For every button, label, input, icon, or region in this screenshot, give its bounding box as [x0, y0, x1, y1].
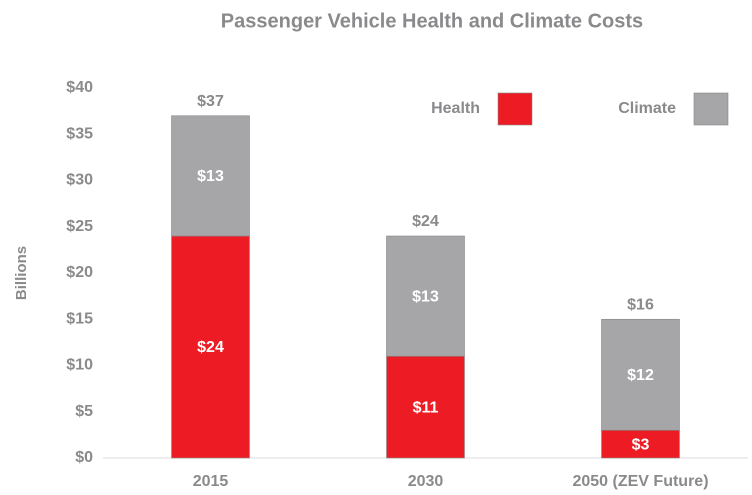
bar-segment: [601, 318, 680, 431]
y-tick-label: $30: [66, 172, 93, 189]
y-tick-label: $10: [66, 357, 93, 374]
data-label: $24: [197, 339, 224, 356]
legend-label: Climate: [618, 100, 676, 117]
y-axis-label: Billions: [13, 246, 30, 300]
total-label: $24: [412, 213, 439, 230]
bar-segment: [171, 115, 250, 237]
data-label: $12: [627, 367, 654, 384]
total-label: $16: [627, 296, 654, 313]
x-tick-label: 2050 (ZEV Future): [572, 473, 708, 490]
legend-label: Health: [431, 100, 480, 117]
y-tick-label: $25: [66, 218, 93, 235]
legend-swatch: [693, 92, 729, 126]
bar-segment: [386, 235, 465, 357]
data-label: $3: [632, 436, 650, 453]
y-tick-label: $5: [75, 403, 93, 420]
chart-title: Passenger Vehicle Health and Climate Cos…: [221, 10, 643, 32]
bar-segment: [171, 235, 250, 459]
y-tick-label: $15: [66, 310, 93, 327]
legend-swatch: [497, 92, 533, 126]
data-label: $13: [412, 288, 439, 305]
bar-segment: [601, 429, 680, 459]
y-tick-label: $0: [75, 449, 93, 466]
bar-segment: [386, 355, 465, 459]
y-tick-label: $40: [66, 79, 93, 96]
total-label: $37: [197, 93, 224, 110]
x-tick-label: 2030: [408, 473, 444, 490]
data-label: $13: [197, 168, 224, 185]
data-label: $11: [413, 399, 439, 416]
y-tick-label: $20: [66, 264, 93, 281]
y-tick-label: $35: [66, 125, 93, 142]
x-tick-label: 2015: [193, 473, 229, 490]
